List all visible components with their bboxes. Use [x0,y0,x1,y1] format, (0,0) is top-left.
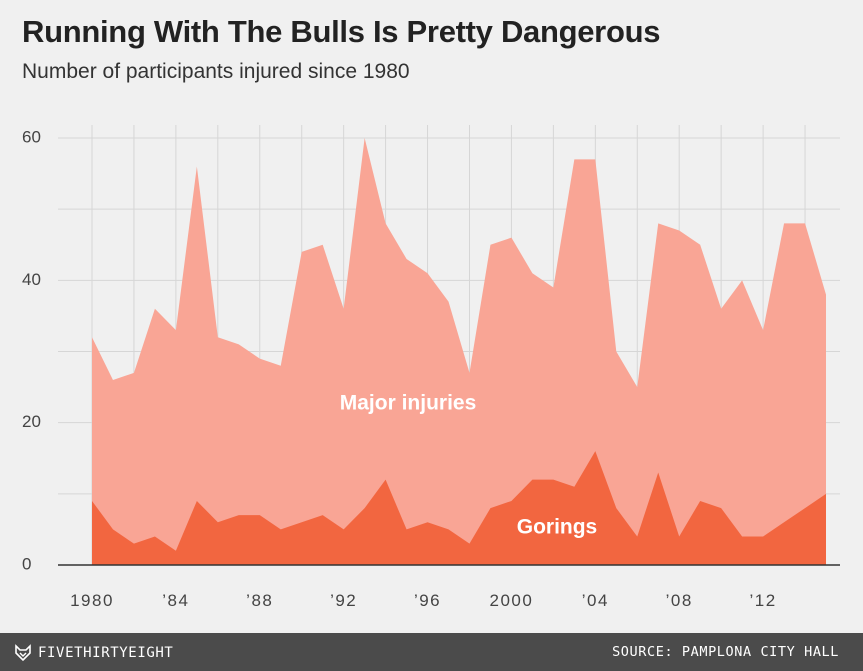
footer-bar: FIVETHIRTYEIGHT SOURCE: PAMPLONA CITY HA… [0,633,863,671]
brand[interactable]: FIVETHIRTYEIGHT [14,644,173,662]
x-tick-label: ’12 [749,591,776,610]
fox-logo-icon [15,644,31,662]
gorings-label: Gorings [517,516,598,539]
x-tick-label: 2000 [490,591,534,610]
x-tick-label: ’96 [414,591,441,610]
major-injuries-label: Major injuries [340,392,477,415]
source-credit: SOURCE: PAMPLONA CITY HALL [612,644,839,660]
x-tick-label: ’08 [666,591,693,610]
chart-title: Running With The Bulls Is Pretty Dangero… [22,14,661,49]
x-tick-label: ’92 [330,591,357,610]
chart-subtitle: Number of participants injured since 198… [22,60,410,83]
major-injuries-area [92,138,826,565]
x-tick-label: ’84 [162,591,189,610]
y-tick-label: 60 [22,127,41,146]
x-tick-label: ’88 [246,591,273,610]
x-tick-label: ’04 [582,591,609,610]
y-tick-label: 20 [22,412,41,431]
gorings-area [92,451,826,565]
x-tick-label: 1980 [70,591,114,610]
brand-name: FIVETHIRTYEIGHT [38,645,174,661]
y-tick-label: 0 [22,554,31,573]
chart-area: Major injuries Gorings 0 20 40 60 1980 ’84 ’88 ’9… [22,125,840,610]
y-tick-label: 40 [22,270,41,289]
